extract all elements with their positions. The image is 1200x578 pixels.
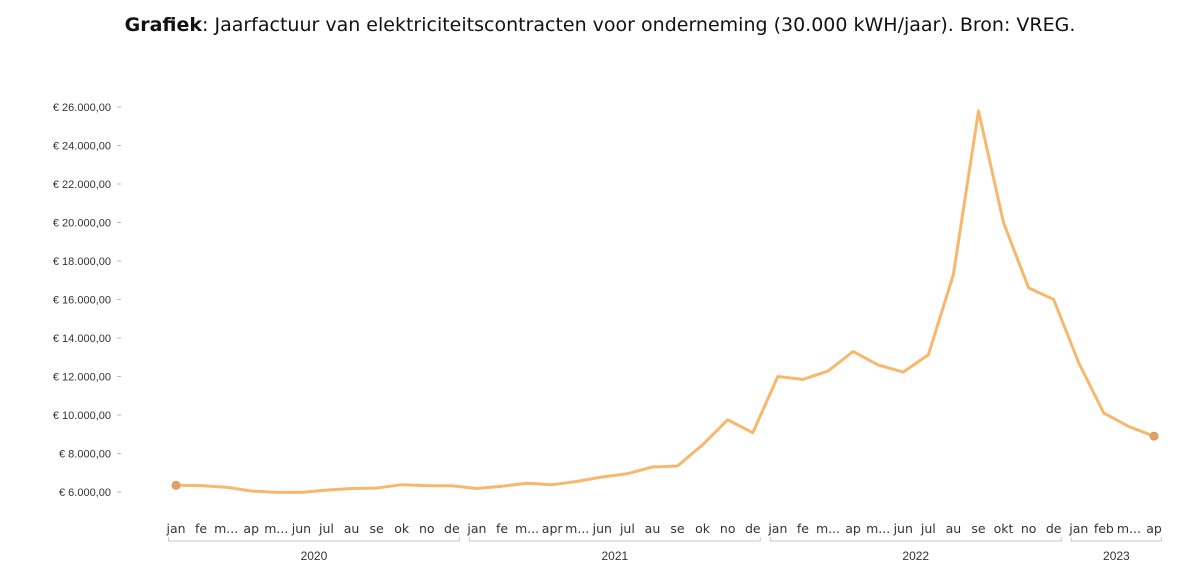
year-label: 2021 bbox=[601, 549, 628, 563]
year-bracket bbox=[468, 537, 761, 542]
x-tick-label: fe bbox=[496, 521, 508, 536]
x-tick-label: au bbox=[645, 521, 661, 536]
x-tick-label: apr bbox=[542, 521, 564, 536]
chart-title-text: : Jaarfactuur van elektriciteitscontract… bbox=[202, 14, 1076, 36]
y-tick-label: € 14.000,00 bbox=[53, 333, 111, 345]
x-tick-label: jun bbox=[592, 521, 612, 536]
chart-title: Grafiek: Jaarfactuur van elektriciteitsc… bbox=[0, 14, 1200, 36]
x-tick-label: m... bbox=[565, 521, 589, 536]
x-tick-label: ok bbox=[394, 521, 410, 536]
y-tick-label: € 10.000,00 bbox=[53, 410, 111, 422]
x-tick-label: m... bbox=[866, 521, 890, 536]
y-tick-label: € 18.000,00 bbox=[53, 256, 111, 268]
x-tick-label: m... bbox=[515, 521, 539, 536]
x-tick-label: m... bbox=[1117, 521, 1141, 536]
y-tick-label: € 16.000,00 bbox=[53, 295, 111, 307]
x-tick-label: fe bbox=[195, 521, 207, 536]
data-point bbox=[171, 480, 181, 490]
x-tick-label: feb bbox=[1094, 521, 1114, 536]
y-tick-label: € 8.000,00 bbox=[59, 449, 111, 461]
year-label: 2022 bbox=[902, 549, 929, 563]
x-tick-label: de bbox=[444, 521, 460, 536]
x-tick-label: ap bbox=[1146, 521, 1162, 536]
y-tick-label: € 24.000,00 bbox=[53, 141, 111, 153]
data-point bbox=[1149, 431, 1159, 441]
x-tick-label: jun bbox=[291, 521, 311, 536]
x-tick-label: se bbox=[370, 521, 385, 536]
year-bracket bbox=[167, 537, 460, 542]
year-label: 2023 bbox=[1103, 549, 1130, 563]
y-tick-label: € 6.000,00 bbox=[59, 487, 111, 499]
x-tick-label: m... bbox=[214, 521, 238, 536]
x-tick-label: fe bbox=[797, 521, 809, 536]
x-tick-label: jun bbox=[893, 521, 913, 536]
x-tick-label: se bbox=[670, 521, 685, 536]
x-tick-label: m... bbox=[264, 521, 288, 536]
x-tick-label: okt bbox=[994, 521, 1014, 536]
x-tick-label: ap bbox=[243, 521, 259, 536]
x-tick-label: no bbox=[720, 521, 736, 536]
y-tick-label: € 26.000,00 bbox=[53, 102, 111, 114]
x-tick-label: ok bbox=[695, 521, 711, 536]
series-line bbox=[174, 109, 1156, 494]
x-tick-label: jan bbox=[1068, 521, 1088, 536]
year-bracket bbox=[769, 537, 1062, 542]
x-tick-label: no bbox=[1021, 521, 1037, 536]
x-tick-label: se bbox=[971, 521, 986, 536]
chart-title-bold: Grafiek bbox=[124, 14, 203, 36]
y-tick-label: € 22.000,00 bbox=[53, 179, 111, 191]
x-tick-label: no bbox=[419, 521, 435, 536]
x-tick-label: jul bbox=[920, 521, 936, 536]
x-tick-label: jan bbox=[767, 521, 787, 536]
y-tick-label: € 20.000,00 bbox=[53, 218, 111, 230]
x-tick-label: au bbox=[344, 521, 360, 536]
y-tick-label: € 12.000,00 bbox=[53, 372, 111, 384]
x-tick-label: jan bbox=[466, 521, 486, 536]
x-tick-label: de bbox=[1046, 521, 1062, 536]
x-tick-label: jul bbox=[318, 521, 334, 536]
x-tick-label: jul bbox=[619, 521, 635, 536]
year-bracket bbox=[1070, 537, 1163, 542]
x-tick-label: de bbox=[745, 521, 761, 536]
x-tick-label: au bbox=[946, 521, 962, 536]
x-tick-label: m... bbox=[816, 521, 840, 536]
x-tick-label: ap bbox=[845, 521, 861, 536]
x-tick-label: jan bbox=[165, 521, 185, 536]
year-label: 2020 bbox=[301, 549, 328, 563]
